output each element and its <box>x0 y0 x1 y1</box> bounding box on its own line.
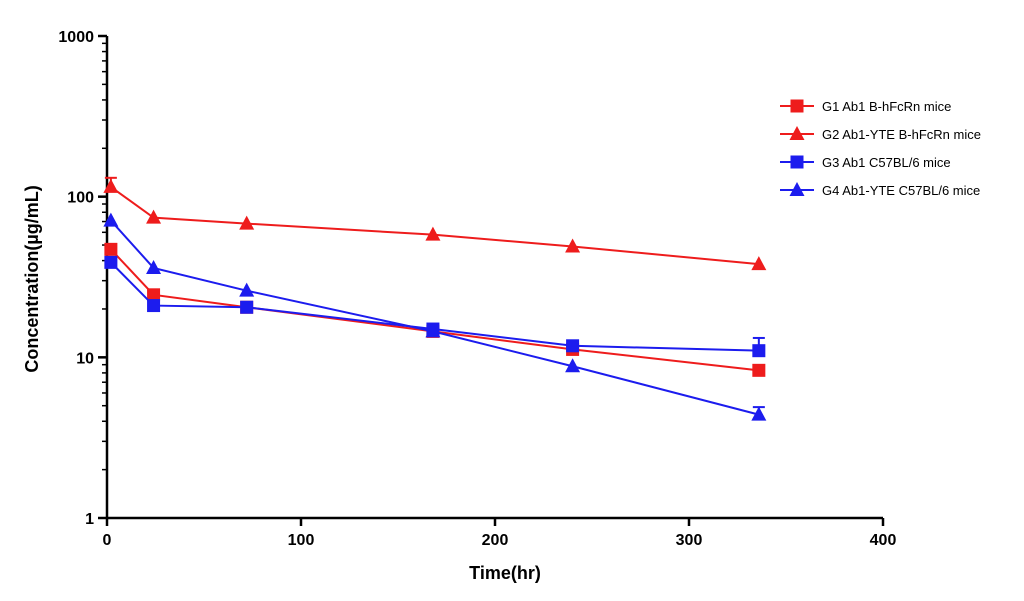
series-line <box>110 186 759 266</box>
x-tick-label: 200 <box>482 532 509 549</box>
data-point <box>752 344 766 358</box>
data-point <box>146 259 162 274</box>
data-point <box>751 256 767 271</box>
x-axis-title: Time(hr) <box>469 563 541 583</box>
series-line <box>110 248 759 372</box>
legend-marker <box>789 182 805 196</box>
series-1 <box>104 242 766 377</box>
data-point <box>103 212 119 227</box>
data-point <box>425 323 441 338</box>
legend-marker <box>790 155 804 169</box>
axes: 0 100 200 300 400 1 10 100 1000 Time(hr) Concentra… <box>22 29 896 583</box>
data-point <box>240 300 254 314</box>
data-point <box>104 242 118 256</box>
legend-item: G1 Ab1 B-hFcRn mice <box>780 99 951 114</box>
series-4 <box>103 212 767 421</box>
legend-label: G2 Ab1-YTE B-hFcRn mice <box>822 127 981 142</box>
x-tick-label: 100 <box>288 532 315 549</box>
legend-label: G4 Ab1-YTE C57BL/6 mice <box>822 183 980 198</box>
y-tick-label: 1000 <box>58 29 94 46</box>
y-tick-label: 10 <box>76 350 94 367</box>
legend-label: G3 Ab1 C57BL/6 mice <box>822 155 951 170</box>
data-point <box>104 255 118 269</box>
y-tick-label: 100 <box>67 190 94 207</box>
data-point <box>103 178 119 193</box>
data-point <box>239 282 255 297</box>
data-point <box>146 209 162 224</box>
legend-item: G4 Ab1-YTE C57BL/6 mice <box>780 182 980 198</box>
x-tick-label: 300 <box>676 532 703 549</box>
data-point <box>425 226 441 241</box>
data-point <box>752 363 766 377</box>
legend-item: G2 Ab1-YTE B-hFcRn mice <box>780 126 981 142</box>
data-point <box>566 339 580 353</box>
data-point <box>147 288 161 302</box>
y-tick-label: 1 <box>85 511 94 528</box>
legend-label: G1 Ab1 B-hFcRn mice <box>822 99 951 114</box>
series-line <box>110 219 760 416</box>
data-point <box>751 406 767 421</box>
legend: G1 Ab1 B-hFcRn mice G2 Ab1-YTE B-hFcRn mi… <box>780 99 981 198</box>
series-layer <box>103 176 767 421</box>
series-2 <box>103 176 767 271</box>
legend-marker <box>789 126 805 140</box>
x-tick-label: 400 <box>870 532 897 549</box>
data-point <box>147 299 161 313</box>
series-line <box>110 261 759 352</box>
data-point <box>239 215 255 230</box>
data-point <box>565 238 581 253</box>
data-point <box>565 358 581 373</box>
y-axis-title: Concentration(µg/mL) <box>22 185 42 372</box>
series-3 <box>104 255 766 358</box>
legend-item: G3 Ab1 C57BL/6 mice <box>780 155 951 170</box>
x-tick-label: 0 <box>103 532 112 549</box>
legend-marker <box>790 99 804 113</box>
